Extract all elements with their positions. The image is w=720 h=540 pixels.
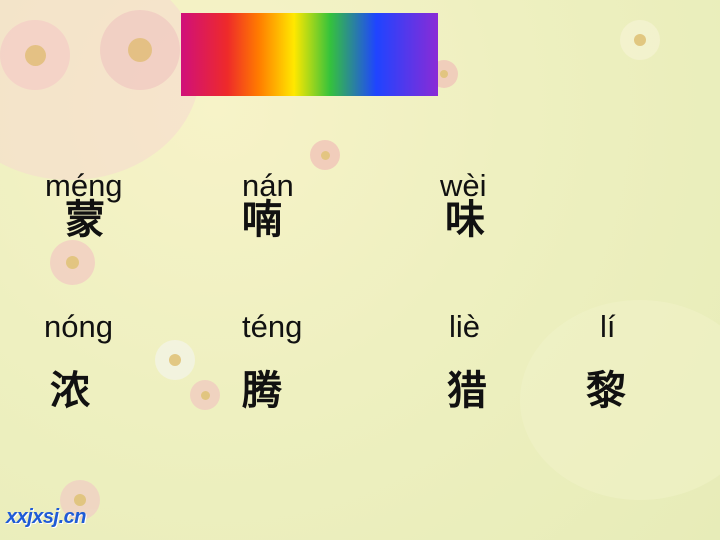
hanzi-wei: 味 <box>445 197 485 243</box>
flower-decoration <box>155 340 195 380</box>
pinyin-meng: méng <box>45 168 123 203</box>
flower-decoration <box>310 140 340 170</box>
hanzi-lie: 猎 <box>447 368 487 414</box>
flower-decoration <box>50 240 95 285</box>
background-glow <box>520 300 720 500</box>
flower-decoration <box>620 20 660 60</box>
pinyin-wei: wèi <box>440 168 487 203</box>
flower-decoration <box>60 480 100 520</box>
flower-decoration <box>190 380 220 410</box>
flower-decoration <box>100 10 180 90</box>
pinyin-nan: nán <box>242 168 294 203</box>
hanzi-meng: 蒙 <box>65 197 105 243</box>
site-watermark: xxjxsj.cn <box>6 506 87 528</box>
pinyin-lie: liè <box>449 309 481 344</box>
hanzi-li: 黎 <box>586 368 626 414</box>
pinyin-li: lí <box>600 309 616 344</box>
hanzi-nan: 喃 <box>242 197 282 243</box>
hanzi-nong: 浓 <box>50 368 90 414</box>
flower-decoration <box>0 20 70 90</box>
rainbow-banner <box>181 13 438 96</box>
hanzi-teng: 腾 <box>242 368 282 414</box>
pinyin-teng: téng <box>242 309 303 344</box>
pinyin-nong: nóng <box>44 309 113 344</box>
